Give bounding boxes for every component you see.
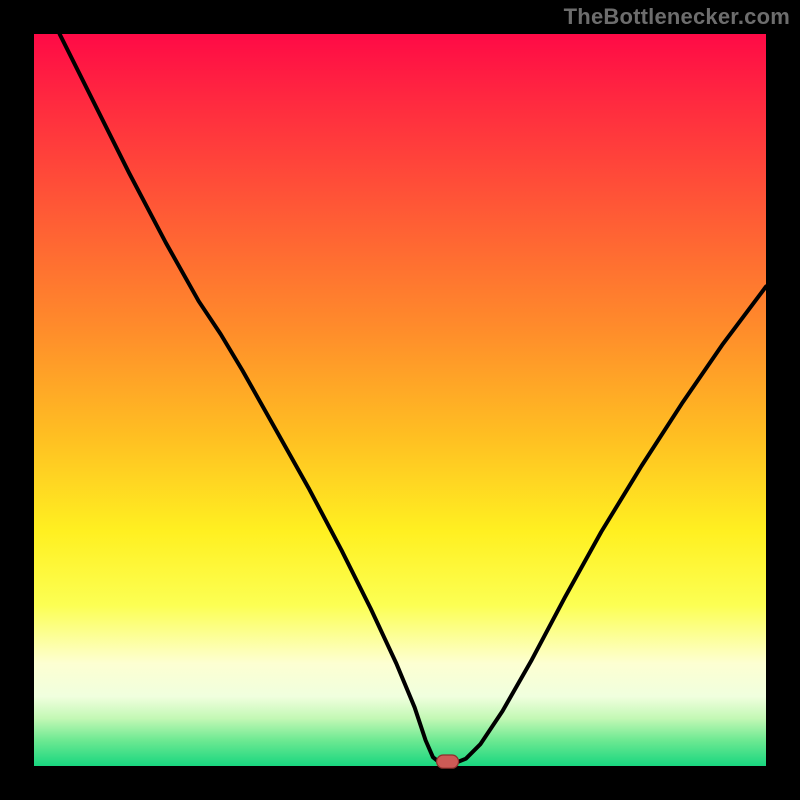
- attribution-text: TheBottlenecker.com: [564, 4, 790, 30]
- chart-stage: TheBottlenecker.com: [0, 0, 800, 800]
- bottleneck-chart: [0, 0, 800, 800]
